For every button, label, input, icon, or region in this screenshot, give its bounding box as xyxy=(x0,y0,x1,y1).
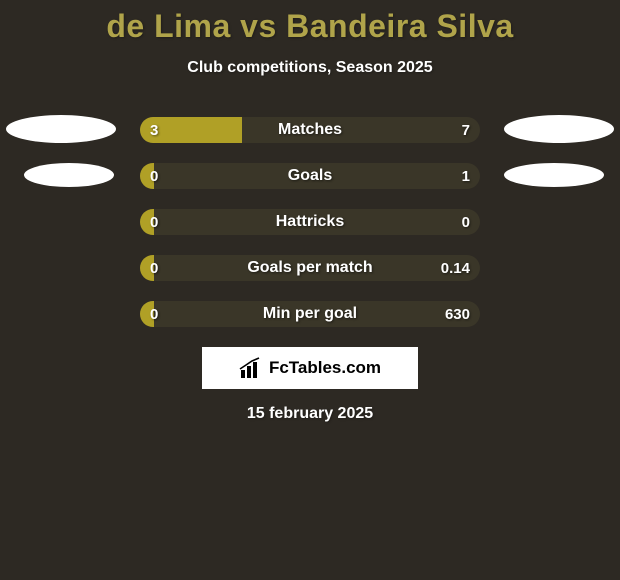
stat-value-right: 0.14 xyxy=(441,255,470,281)
stat-row: 3Matches7 xyxy=(0,117,620,143)
stat-label: Matches xyxy=(140,117,480,143)
stats-rows: 3Matches70Goals10Hattricks00Goals per ma… xyxy=(0,117,620,327)
comparison-infographic: de Lima vs Bandeira Silva Club competiti… xyxy=(0,0,620,580)
branding-text: FcTables.com xyxy=(269,358,381,378)
stat-row: 0Goals per match0.14 xyxy=(0,255,620,281)
stat-bar: 0Min per goal630 xyxy=(140,301,480,327)
stat-bar: 0Hattricks0 xyxy=(140,209,480,235)
stat-label: Goals xyxy=(140,163,480,189)
stat-label: Hattricks xyxy=(140,209,480,235)
stat-row: 0Min per goal630 xyxy=(0,301,620,327)
stat-label: Min per goal xyxy=(140,301,480,327)
player-left-badge xyxy=(24,163,114,187)
stat-bar: 0Goals per match0.14 xyxy=(140,255,480,281)
stat-bar: 0Goals1 xyxy=(140,163,480,189)
page-subtitle: Club competitions, Season 2025 xyxy=(0,59,620,77)
stat-value-right: 0 xyxy=(462,209,470,235)
player-right-badge xyxy=(504,163,604,187)
branding-box: FcTables.com xyxy=(202,347,418,389)
stat-value-right: 1 xyxy=(462,163,470,189)
player-right-badge xyxy=(504,115,614,143)
bar-chart-icon xyxy=(239,356,263,380)
stat-label: Goals per match xyxy=(140,255,480,281)
page-title: de Lima vs Bandeira Silva xyxy=(0,0,620,45)
stat-value-right: 7 xyxy=(462,117,470,143)
stat-row: 0Goals1 xyxy=(0,163,620,189)
stat-row: 0Hattricks0 xyxy=(0,209,620,235)
player-left-badge xyxy=(6,115,116,143)
date-text: 15 february 2025 xyxy=(0,405,620,423)
stat-bar: 3Matches7 xyxy=(140,117,480,143)
stat-value-right: 630 xyxy=(445,301,470,327)
